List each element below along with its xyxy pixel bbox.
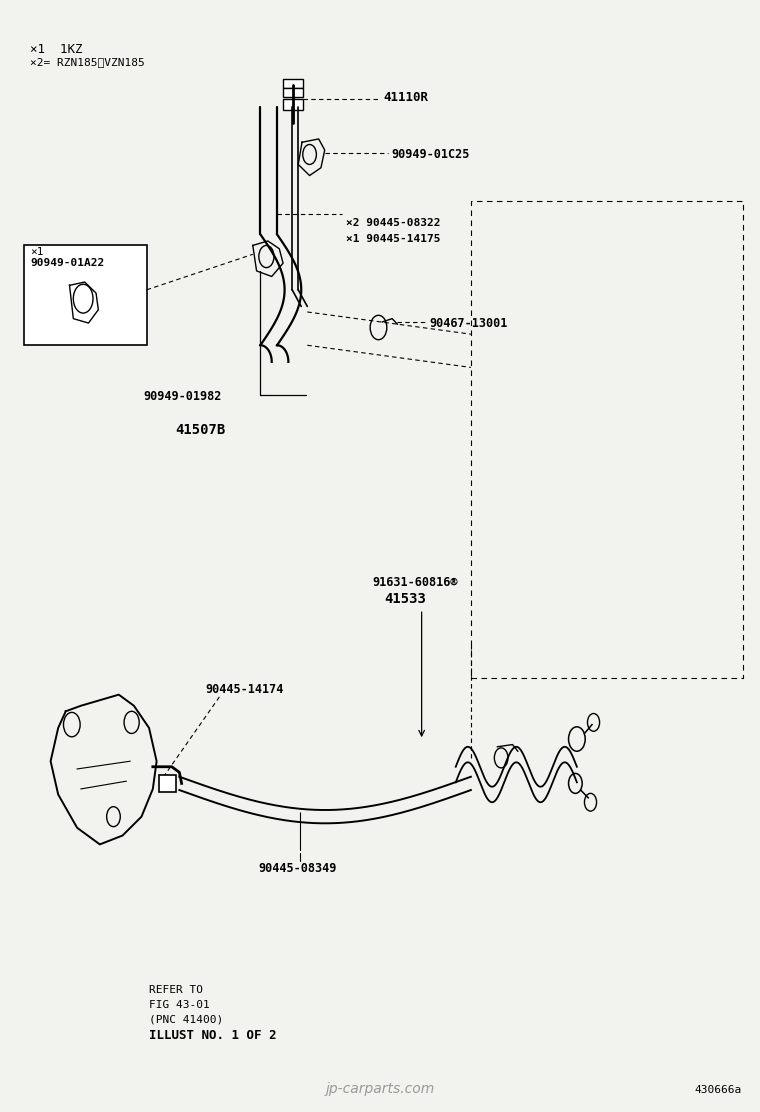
Text: FIG 43-01: FIG 43-01 [149,1000,210,1010]
Text: 91631-60816®: 91631-60816® [372,576,458,589]
Text: 41533: 41533 [385,593,426,606]
Text: 90949-01A22: 90949-01A22 [30,258,104,268]
Text: 90445-08349: 90445-08349 [259,862,337,875]
Bar [283,99,302,110]
Text: 41110R: 41110R [384,91,429,105]
Bar [283,88,302,97]
Text: jp-carparts.com: jp-carparts.com [325,1082,435,1095]
Text: 90467-13001: 90467-13001 [429,317,508,329]
Bar [159,775,176,792]
Text: ×1 90445-14175: ×1 90445-14175 [346,234,441,244]
Text: ×2 90445-08322: ×2 90445-08322 [346,218,441,228]
Text: ×2= RZN185，VZN185: ×2= RZN185，VZN185 [30,58,145,68]
Text: ×1: ×1 [30,247,43,257]
Text: ×1  1KZ: ×1 1KZ [30,42,83,56]
Bar [283,79,302,88]
Text: (PNC 41400): (PNC 41400) [149,1014,223,1024]
Text: 430666a: 430666a [694,1085,742,1095]
Text: 90445-14174: 90445-14174 [206,683,284,696]
Text: 90949-01982: 90949-01982 [144,390,222,403]
Text: ILLUST NO. 1 OF 2: ILLUST NO. 1 OF 2 [149,1029,277,1042]
Bar [24,246,147,345]
Text: 41507B: 41507B [176,423,226,437]
Text: REFER TO: REFER TO [149,985,203,995]
Text: 90949-01C25: 90949-01C25 [391,148,470,161]
